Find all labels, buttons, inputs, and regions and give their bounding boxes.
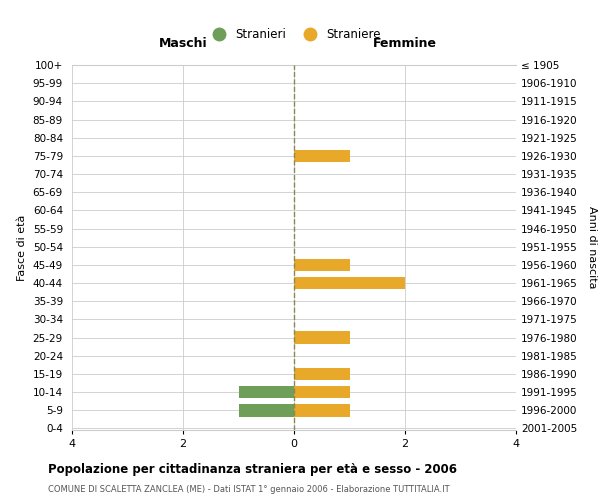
Bar bbox=[294, 404, 349, 416]
Bar bbox=[294, 150, 349, 162]
Bar bbox=[239, 386, 294, 398]
Bar bbox=[294, 276, 405, 289]
Y-axis label: Fasce di età: Fasce di età bbox=[17, 214, 27, 280]
Bar bbox=[294, 368, 349, 380]
Text: Popolazione per cittadinanza straniera per età e sesso - 2006: Popolazione per cittadinanza straniera p… bbox=[48, 462, 457, 475]
Bar bbox=[294, 331, 349, 344]
Y-axis label: Anni di nascita: Anni di nascita bbox=[587, 206, 597, 289]
Text: Maschi: Maschi bbox=[158, 38, 208, 51]
Text: COMUNE DI SCALETTA ZANCLEA (ME) - Dati ISTAT 1° gennaio 2006 - Elaborazione TUTT: COMUNE DI SCALETTA ZANCLEA (ME) - Dati I… bbox=[48, 486, 449, 494]
Bar bbox=[239, 404, 294, 416]
Legend: Stranieri, Straniere: Stranieri, Straniere bbox=[202, 24, 386, 46]
Bar bbox=[294, 258, 349, 272]
Text: Femmine: Femmine bbox=[373, 38, 437, 51]
Bar bbox=[294, 386, 349, 398]
